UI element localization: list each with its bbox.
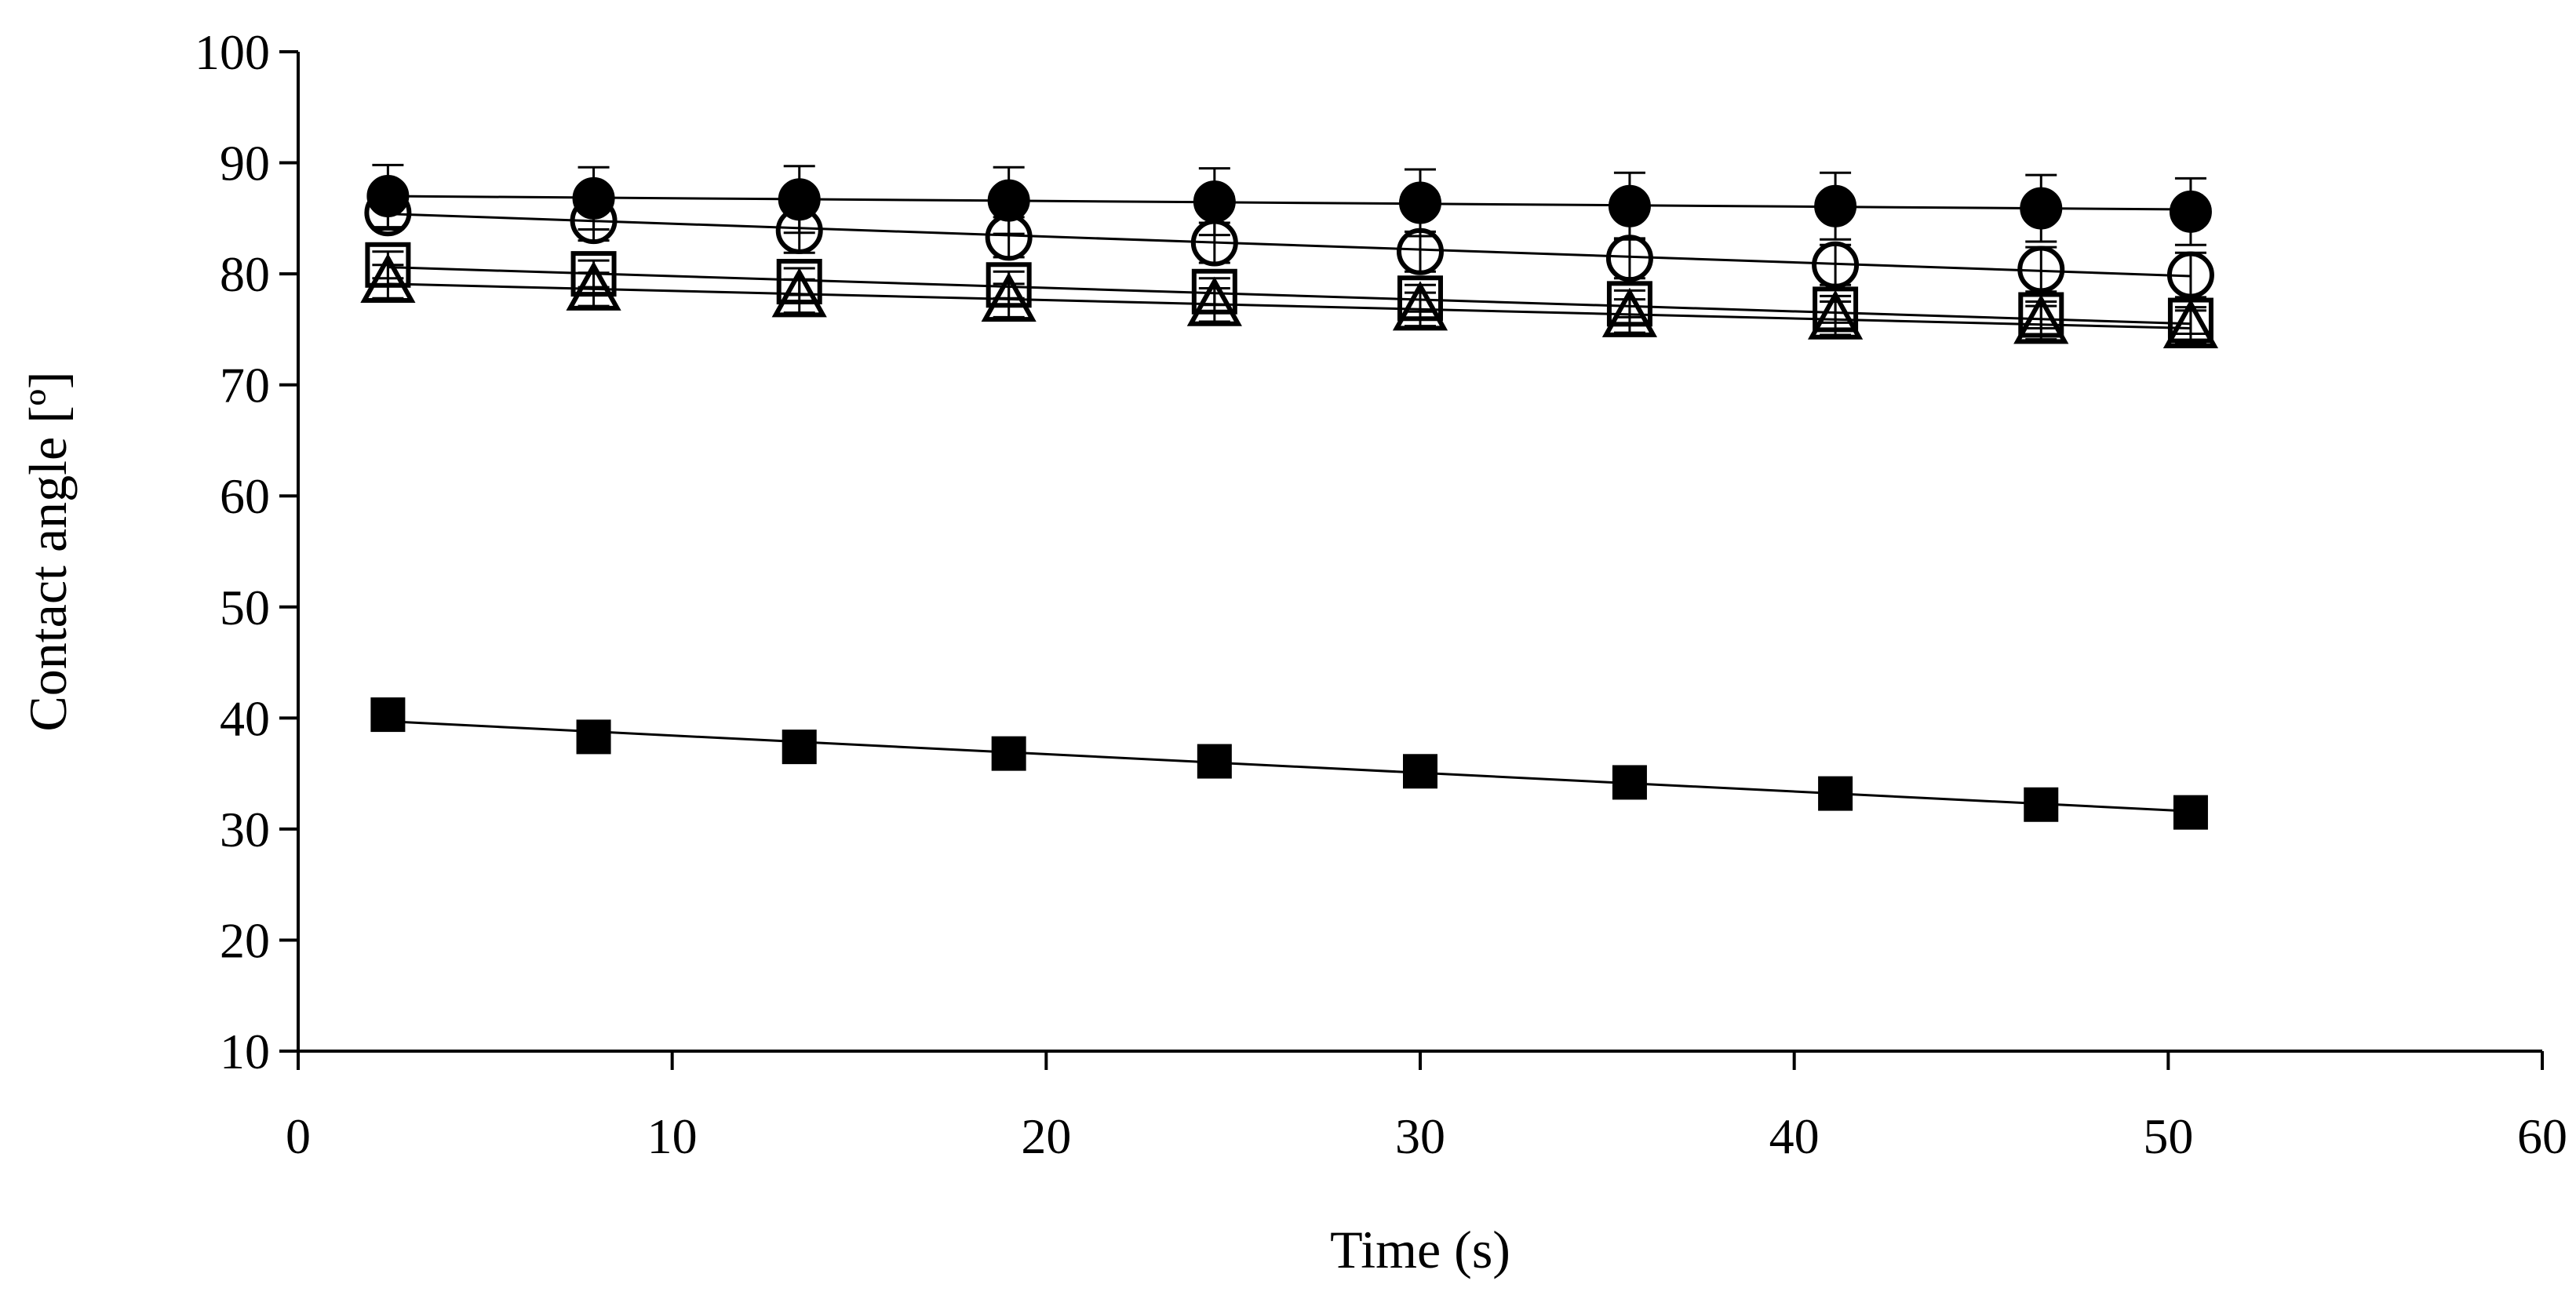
data-point-open-circle: [1190, 219, 1238, 267]
data-point-open-square: [1606, 281, 1652, 327]
error-bars: [372, 163, 2206, 828]
data-point-filled-circle: [2169, 190, 2212, 233]
data-point-filled-square: [782, 730, 817, 765]
data-point-filled-square: [2173, 795, 2208, 830]
x-axis-title: Time (s): [1330, 1220, 1510, 1279]
data-point-filled-square: [2024, 787, 2059, 822]
data-point-filled-circle: [1608, 184, 1651, 227]
x-tick-label: 30: [1395, 1108, 1445, 1164]
x-tick-label: 20: [1021, 1108, 1071, 1164]
data-point-filled-square: [1612, 765, 1647, 800]
y-tick-label: 100: [195, 24, 270, 80]
y-tick-label: 40: [220, 690, 270, 746]
y-tick-label: 80: [220, 246, 270, 302]
x-tick-label: 10: [647, 1108, 698, 1164]
data-point-open-circle: [1605, 235, 1653, 282]
trend-line-open-square: [388, 266, 2191, 326]
data-point-open-triangle: [566, 260, 621, 311]
data-markers: [360, 175, 2219, 830]
data-point-open-triangle: [1186, 276, 1242, 326]
x-tick-label: 40: [1769, 1108, 1820, 1164]
data-point-filled-square: [1818, 776, 1853, 811]
data-point-open-circle: [775, 206, 823, 254]
trend-line-filled-circle: [388, 195, 2191, 211]
data-point-open-square: [570, 251, 617, 297]
data-point-open-circle: [2166, 251, 2214, 299]
data-point-open-circle: [985, 213, 1033, 261]
data-point-open-circle: [2017, 246, 2065, 293]
data-point-open-square: [1397, 275, 1443, 322]
data-point-filled-circle: [1399, 181, 1441, 224]
data-point-open-square: [776, 259, 822, 305]
data-point-filled-square: [1403, 754, 1437, 789]
trend-line-filled-square: [388, 720, 2192, 813]
trend-lines: [388, 195, 2192, 813]
x-ticks: 0 10 20 30 40 50 60: [286, 1051, 2567, 1164]
data-point-filled-square: [1197, 744, 1232, 779]
x-tick-label: 0: [286, 1108, 311, 1164]
data-point-open-triangle: [360, 253, 416, 304]
data-point-filled-circle: [1193, 180, 1236, 224]
data-point-open-circle: [1397, 227, 1444, 275]
data-point-filled-circle: [1814, 184, 1857, 227]
y-axis-title: Contact angle [º]: [18, 371, 78, 731]
data-point-open-triangle: [2162, 298, 2219, 349]
data-point-filled-circle: [366, 175, 410, 218]
y-tick-label: 50: [220, 580, 270, 635]
data-point-filled-square: [370, 697, 406, 733]
data-point-open-square: [986, 262, 1032, 308]
trend-line-open-triangle: [388, 282, 2191, 329]
y-tick-label: 70: [220, 358, 270, 413]
data-point-open-triangle: [981, 271, 1037, 322]
data-point-open-triangle: [1601, 287, 1658, 337]
data-point-filled-square: [991, 736, 1026, 771]
data-point-open-circle: [570, 197, 618, 245]
y-ticks: 10 20 30 40 50 60 70 80 90 100: [195, 24, 298, 1079]
x-tick-label: 60: [2517, 1108, 2567, 1164]
x-tick-label: 50: [2143, 1108, 2193, 1164]
data-point-filled-circle: [987, 179, 1030, 222]
data-point-open-square: [1191, 268, 1237, 315]
y-tick-label: 30: [220, 802, 270, 857]
data-point-filled-square: [576, 719, 611, 755]
data-point-open-square: [365, 242, 411, 288]
data-point-open-triangle: [1392, 281, 1448, 331]
data-point-open-triangle: [1808, 289, 1864, 340]
y-tick-label: 90: [220, 136, 270, 191]
y-tick-label: 10: [220, 1024, 270, 1079]
data-point-open-triangle: [771, 267, 827, 318]
trend-line-open-circle: [388, 213, 2191, 278]
y-tick-label: 20: [220, 912, 270, 968]
data-point-open-triangle: [2013, 294, 2069, 344]
data-point-filled-circle: [778, 178, 821, 221]
data-point-filled-circle: [2020, 187, 2063, 230]
data-point-open-square: [1813, 286, 1859, 333]
y-tick-label: 60: [220, 468, 270, 524]
data-point-open-circle: [1812, 241, 1860, 289]
data-point-open-circle: [364, 189, 412, 237]
